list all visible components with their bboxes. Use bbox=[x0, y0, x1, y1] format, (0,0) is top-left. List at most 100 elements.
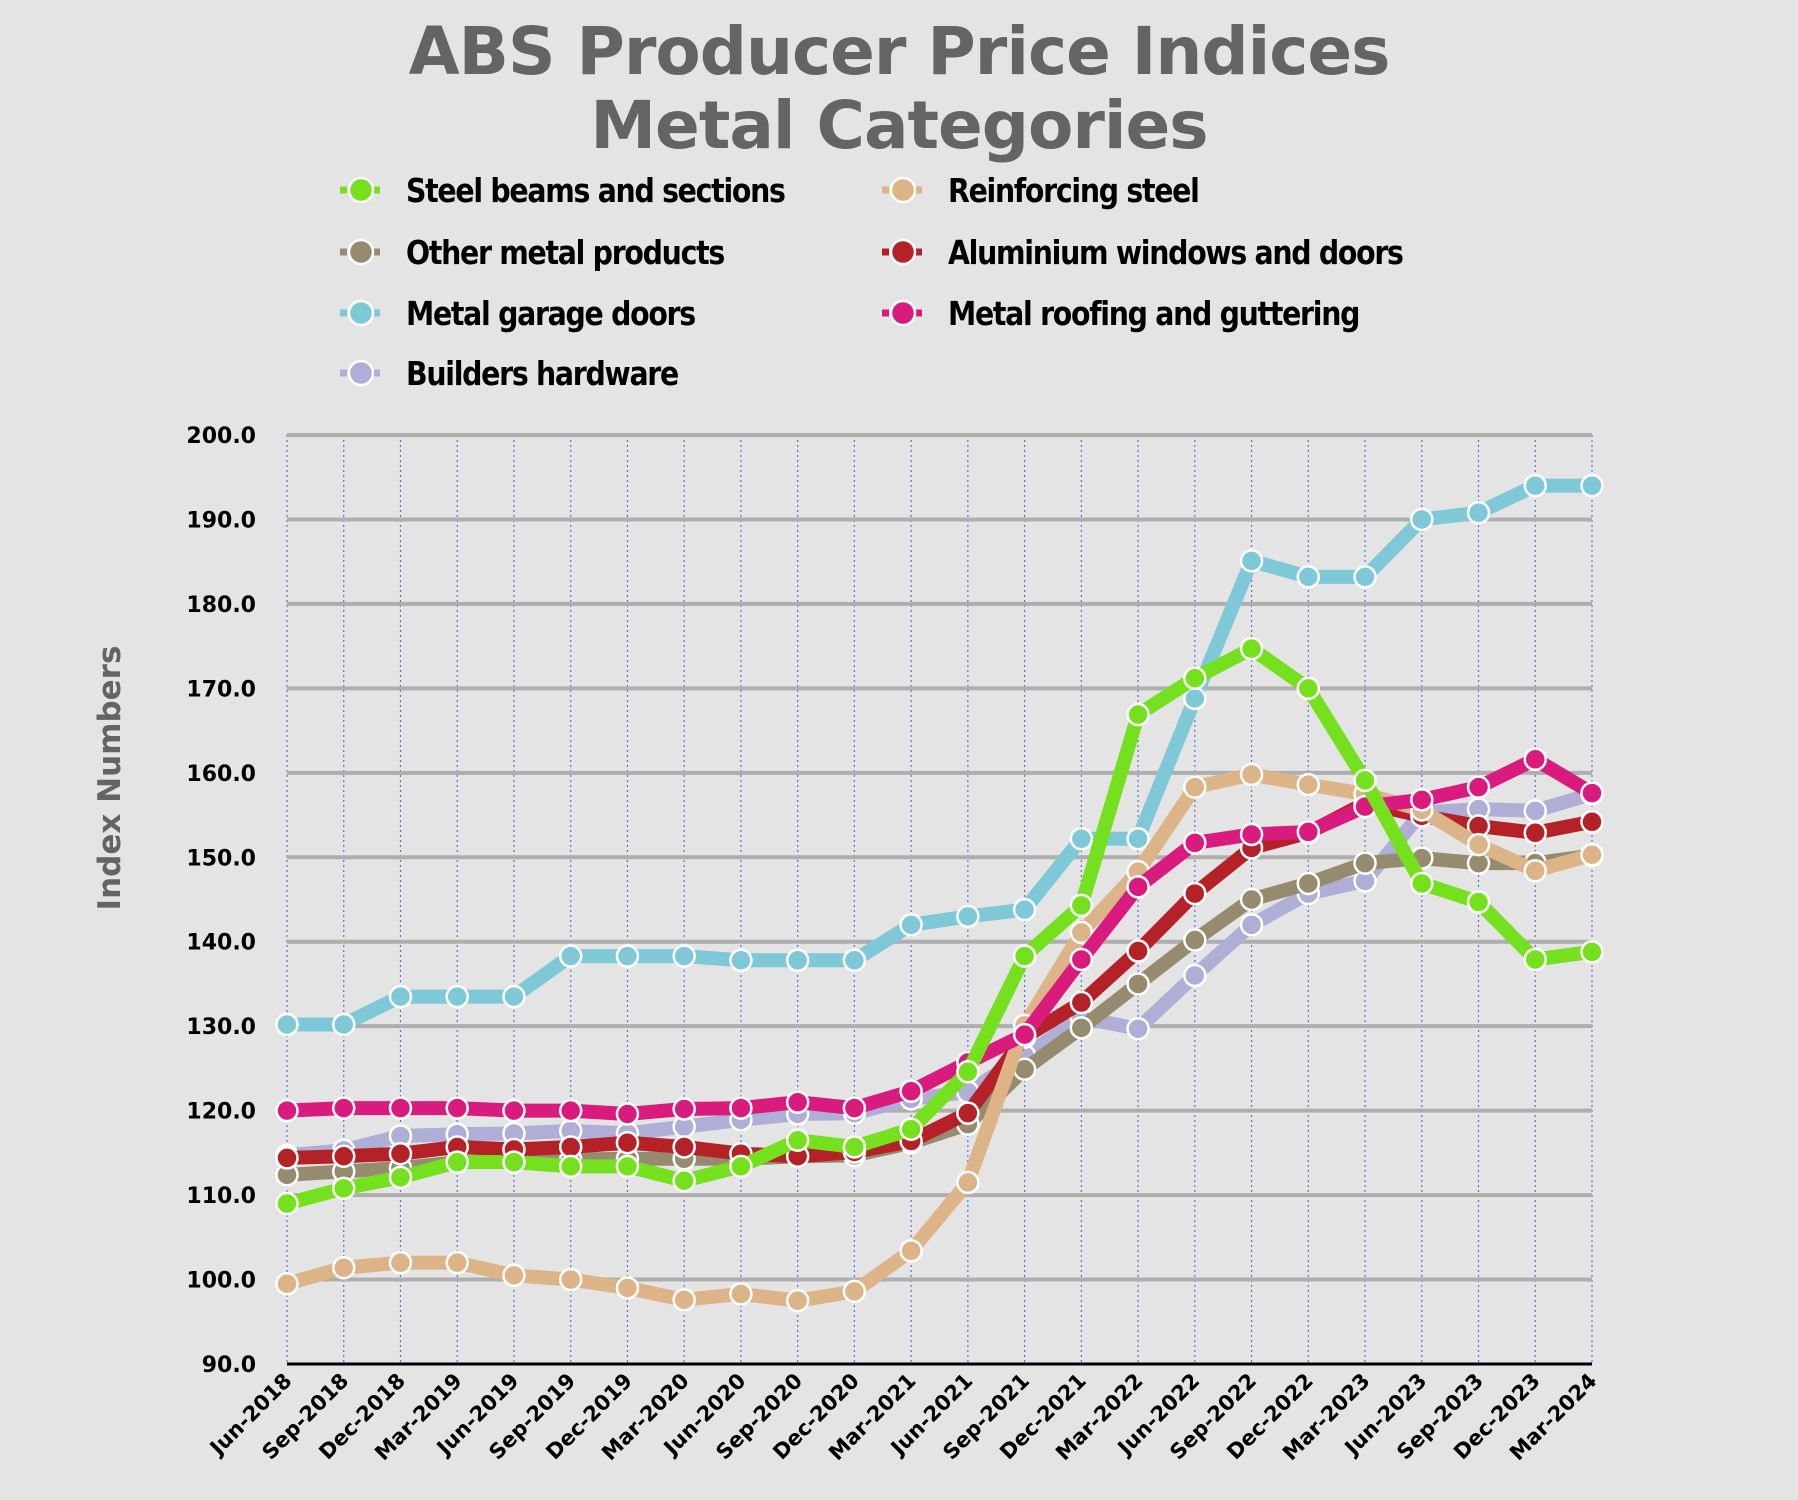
data-point bbox=[502, 1098, 526, 1123]
legend-label: Reinforcing steel bbox=[948, 170, 1200, 210]
data-point bbox=[1296, 772, 1321, 797]
data-point bbox=[1183, 928, 1207, 952]
data-point bbox=[1523, 473, 1548, 498]
data-point bbox=[672, 1168, 696, 1193]
data-point bbox=[1410, 507, 1434, 532]
legend-item: Aluminium windows and doors bbox=[880, 232, 1477, 272]
data-point bbox=[785, 1288, 810, 1313]
legend-label: Aluminium windows and doors bbox=[948, 232, 1404, 272]
y-tick-label: 160.0 bbox=[186, 762, 256, 787]
data-point bbox=[1580, 810, 1604, 834]
legend-dot bbox=[889, 299, 917, 327]
data-point bbox=[275, 1098, 299, 1123]
data-point bbox=[1183, 666, 1207, 690]
data-point bbox=[1523, 859, 1548, 883]
y-tick-label: 100.0 bbox=[186, 1269, 256, 1294]
data-point bbox=[899, 1239, 923, 1263]
data-point bbox=[502, 1150, 526, 1174]
data-point bbox=[331, 1096, 356, 1120]
legend-item: Other metal products bbox=[338, 232, 776, 272]
data-point bbox=[275, 1191, 299, 1216]
data-point bbox=[615, 1130, 640, 1155]
data-point bbox=[729, 1154, 753, 1179]
data-point bbox=[1523, 947, 1548, 972]
chart-title: ABS Producer Price Indices bbox=[408, 13, 1391, 90]
data-point bbox=[558, 1098, 583, 1123]
data-point bbox=[388, 1141, 413, 1166]
data-point bbox=[1353, 565, 1377, 589]
data-point bbox=[1126, 826, 1150, 851]
legend-marker-icon bbox=[882, 299, 924, 327]
y-tick-label: 140.0 bbox=[186, 931, 256, 956]
legend-dot bbox=[889, 238, 917, 266]
data-point bbox=[785, 1090, 810, 1114]
y-tick-label: 90.0 bbox=[202, 1353, 256, 1378]
data-point bbox=[331, 1144, 356, 1168]
data-point bbox=[1296, 871, 1321, 896]
data-point bbox=[1069, 826, 1094, 851]
data-point bbox=[615, 1154, 640, 1179]
data-point bbox=[615, 1276, 640, 1300]
data-point bbox=[1012, 944, 1037, 968]
data-point bbox=[388, 1250, 413, 1275]
data-point bbox=[956, 1170, 980, 1195]
data-point bbox=[842, 1279, 867, 1304]
legend-label: Builders hardware bbox=[406, 353, 679, 393]
legend-marker-icon bbox=[882, 238, 924, 266]
legend-marker-icon bbox=[340, 176, 382, 204]
data-point bbox=[1466, 775, 1491, 799]
data-point bbox=[956, 1101, 980, 1125]
legend-dot bbox=[347, 359, 375, 387]
data-point bbox=[1239, 887, 1264, 912]
data-point bbox=[388, 984, 413, 1009]
data-point bbox=[956, 904, 980, 929]
data-point bbox=[275, 1146, 299, 1170]
data-point bbox=[1069, 920, 1094, 945]
y-tick-label: 200.0 bbox=[186, 424, 256, 449]
data-point bbox=[1069, 893, 1094, 918]
data-point bbox=[331, 1255, 356, 1280]
data-point bbox=[445, 1150, 469, 1174]
data-point bbox=[842, 948, 867, 973]
data-point bbox=[842, 1096, 867, 1120]
data-point bbox=[1126, 702, 1150, 727]
data-point bbox=[785, 948, 810, 973]
legend-marker-icon bbox=[340, 238, 382, 266]
legend-dot bbox=[347, 176, 375, 204]
legend-label: Metal garage doors bbox=[406, 293, 696, 333]
data-point bbox=[1069, 1016, 1094, 1040]
data-point bbox=[502, 1263, 526, 1288]
data-point bbox=[1296, 676, 1321, 701]
data-point bbox=[1069, 990, 1094, 1015]
data-point bbox=[558, 944, 583, 968]
data-point bbox=[1183, 831, 1207, 855]
data-point bbox=[1239, 913, 1264, 937]
data-point bbox=[1580, 781, 1604, 805]
data-point bbox=[1126, 939, 1150, 963]
data-point bbox=[1353, 851, 1377, 875]
legend-label: Metal roofing and guttering bbox=[948, 293, 1360, 333]
data-point bbox=[331, 1176, 356, 1201]
y-tick-label: 110.0 bbox=[186, 1184, 256, 1209]
data-point bbox=[615, 944, 640, 968]
legend-marker-icon bbox=[340, 359, 382, 387]
y-tick-label: 180.0 bbox=[186, 593, 256, 618]
legend-dot bbox=[889, 176, 917, 204]
data-point bbox=[1239, 822, 1264, 847]
data-point bbox=[1239, 549, 1264, 573]
legend-item: Metal garage doors bbox=[338, 293, 742, 333]
legend-dot bbox=[347, 238, 375, 266]
y-tick-label: 120.0 bbox=[186, 1100, 256, 1125]
y-tick-label: 190.0 bbox=[186, 508, 256, 533]
data-point bbox=[1012, 897, 1037, 922]
series-metal-garage-doors bbox=[275, 473, 1604, 1037]
data-point bbox=[388, 1096, 413, 1120]
data-point bbox=[1466, 832, 1491, 857]
y-tick-label: 170.0 bbox=[186, 677, 256, 702]
data-point bbox=[956, 1060, 980, 1084]
data-point bbox=[1183, 881, 1207, 906]
data-point bbox=[672, 1097, 696, 1121]
data-point bbox=[445, 984, 469, 1009]
data-point bbox=[1183, 963, 1207, 988]
data-point bbox=[1296, 820, 1321, 844]
